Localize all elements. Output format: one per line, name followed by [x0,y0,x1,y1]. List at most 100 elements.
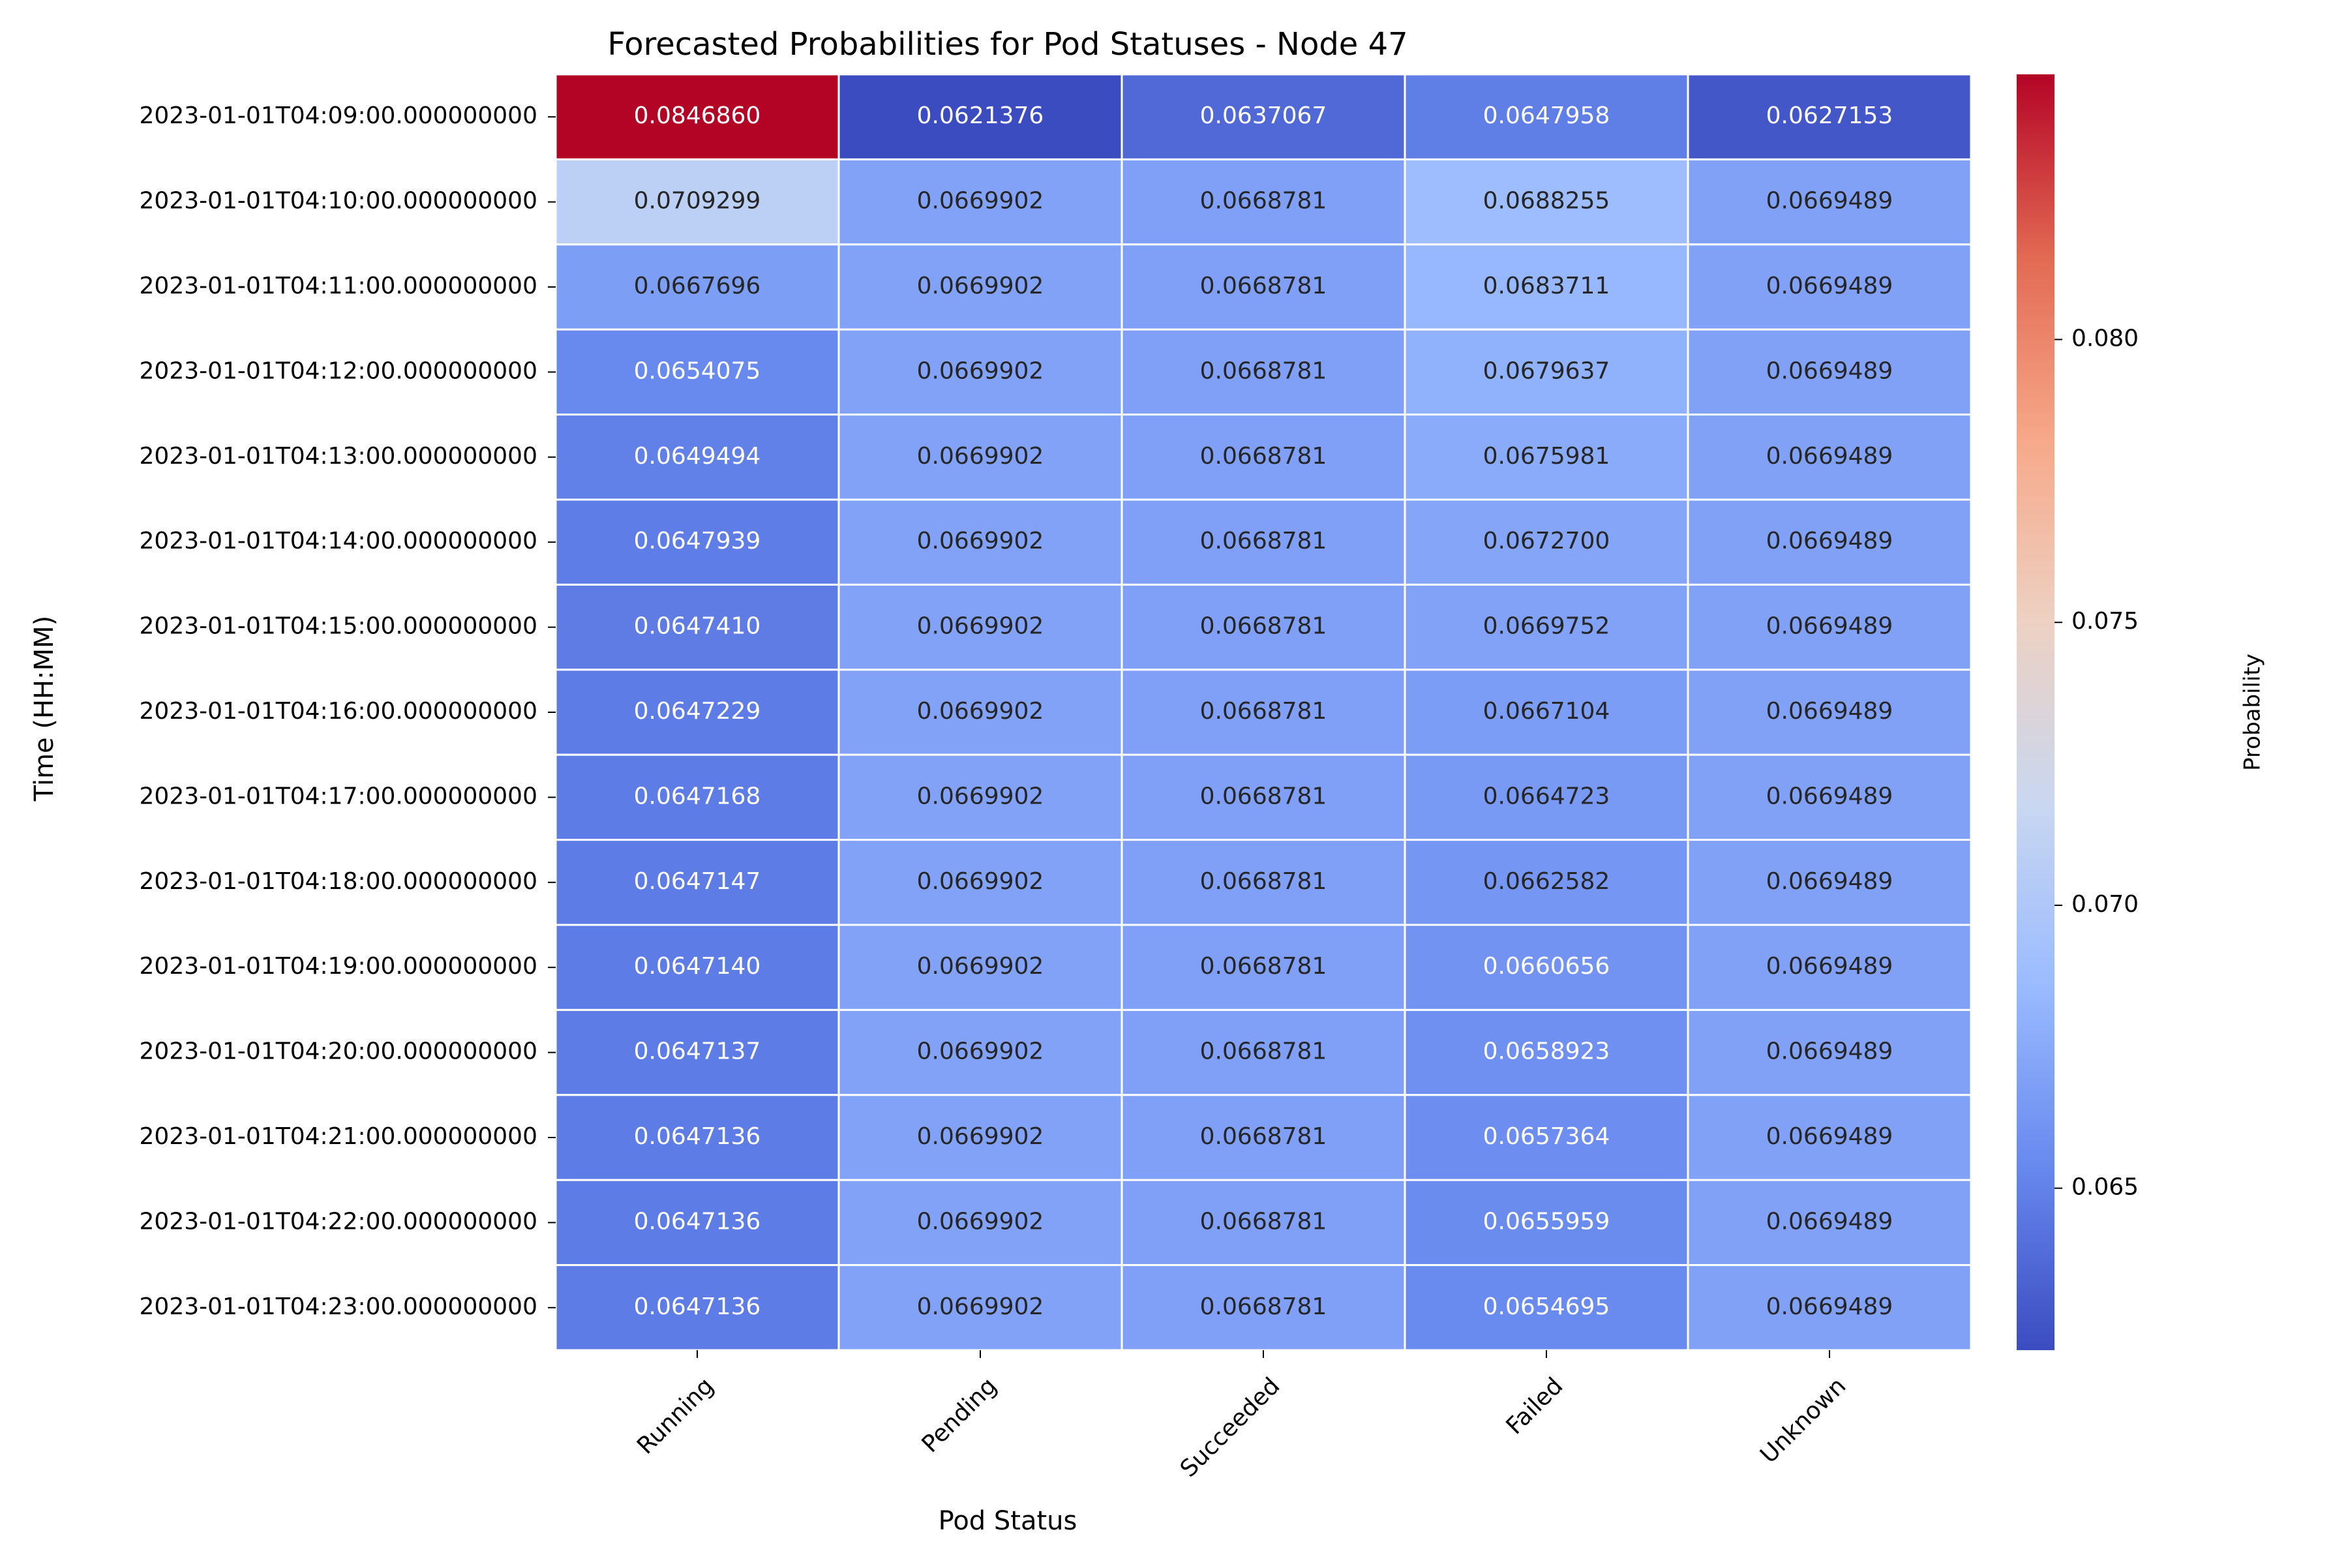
chart-title: Forecasted Probabilities for Pod Statuse… [607,26,1407,63]
cell-value-label: 0.0688255 [1483,188,1610,215]
cell-value-label: 0.0647958 [1483,102,1610,129]
cell-value-label: 0.0668781 [1200,1293,1327,1320]
heatmap-cell [837,753,1123,841]
cell-value-label: 0.0662582 [1483,868,1610,895]
cell-value-label: 0.0669902 [917,528,1044,554]
x-tick-label: Succeeded [1175,1372,1286,1483]
heatmap-cell [1404,1179,1689,1267]
colorbar-label: Probability [2240,654,2266,771]
cell-value-label: 0.0668781 [1200,613,1327,640]
cell-value-label: 0.0669752 [1483,613,1610,640]
cell-value-label: 0.0669902 [917,188,1044,215]
y-tick-label: 2023-01-01T04:15:00.000000000 [140,613,537,640]
heatmap-cell [1687,1264,1972,1351]
heatmap-cell [1121,753,1406,841]
heatmap-cell [1404,669,1689,756]
cell-value-label: 0.0654075 [634,357,761,384]
heatmap-cell [1121,498,1406,586]
cell-value-label: 0.0647137 [634,1038,761,1065]
cell-value-label: 0.0675981 [1483,443,1610,470]
colorbar-tick-label: 0.080 [2071,325,2139,352]
heatmap-cell [554,1008,840,1096]
heatmap-cell [1687,498,1972,586]
heatmap-cell [554,158,840,246]
heatmap-cell [1404,1094,1689,1181]
cell-value-label: 0.0668781 [1200,783,1327,809]
x-tick-label: Failed [1501,1372,1569,1440]
heatmap-cell [837,414,1123,501]
cell-value-label: 0.0668781 [1200,953,1327,980]
y-tick-label: 2023-01-01T04:13:00.000000000 [140,443,537,470]
cell-value-label: 0.0621376 [917,102,1044,129]
cell-value-label: 0.0669489 [1766,273,1893,299]
heatmap-cell [1121,158,1406,246]
cell-value-label: 0.0669902 [917,357,1044,384]
cell-value-label: 0.0669902 [917,868,1044,895]
heatmap-cell [837,1179,1123,1267]
heatmap-cell [1121,73,1406,160]
y-tick-label: 2023-01-01T04:21:00.000000000 [140,1123,537,1150]
colorbar-tick-label: 0.065 [2071,1174,2139,1201]
x-tick-label: Pending [917,1372,1002,1458]
cell-value-label: 0.0669489 [1766,953,1893,980]
cell-value-label: 0.0647147 [634,868,761,895]
heatmap-cell [1404,839,1689,926]
cell-value-label: 0.0669489 [1766,613,1893,640]
cell-value-label: 0.0669489 [1766,1038,1893,1065]
heatmap-cell [1404,328,1689,416]
heatmap-cell [1687,924,1972,1011]
cell-value-label: 0.0668781 [1200,1123,1327,1150]
cell-value-label: 0.0669902 [917,273,1044,299]
cell-value-label: 0.0667696 [634,273,761,299]
heatmap-cell [1687,328,1972,416]
cell-value-label: 0.0669902 [917,1123,1044,1150]
y-tick-label: 2023-01-01T04:14:00.000000000 [140,528,537,554]
y-tick-labels: 2023-01-01T04:09:00.000000000 2023-01-01T… [140,102,556,1320]
cell-value-label: 0.0669902 [917,1293,1044,1320]
x-axis-label: Pod Status [939,1506,1077,1536]
x-tick-labels: Running Pending Succeeded Failed Unknown [632,1350,1851,1483]
heatmap-cell [837,243,1123,331]
heatmap-cell [554,1179,840,1267]
cell-value-label: 0.0649494 [634,443,761,470]
heatmap-cell [554,839,840,926]
y-tick-label: 2023-01-01T04:12:00.000000000 [140,357,537,384]
cell-value-label: 0.0660656 [1483,953,1610,980]
heatmap-cell-labels: 0.0846860 0.0621376 0.0637067 0.0647958 0.06… [634,102,1893,1320]
cell-value-label: 0.0668781 [1200,188,1327,215]
heatmap-cell [554,669,840,756]
heatmap-cell [554,1094,840,1181]
heatmap-cell [1687,669,1972,756]
heatmap-cell [1121,328,1406,416]
cell-value-label: 0.0668781 [1200,1038,1327,1065]
heatmap-cell [1404,498,1689,586]
cell-value-label: 0.0672700 [1483,528,1610,554]
cell-value-label: 0.0647229 [634,698,761,725]
cell-value-label: 0.0669902 [917,1208,1044,1235]
heatmap-cell [837,669,1123,756]
heatmap-cell [1404,1264,1689,1351]
y-tick-label: 2023-01-01T04:10:00.000000000 [140,188,537,215]
cell-value-label: 0.0658923 [1483,1038,1610,1065]
cell-value-label: 0.0637067 [1200,102,1327,129]
heatmap-cell [1121,924,1406,1011]
cell-value-label: 0.0669489 [1766,1293,1893,1320]
heatmap-cell [1404,243,1689,331]
heatmap-cell [1121,669,1406,756]
cell-value-label: 0.0647136 [634,1123,761,1150]
cell-value-label: 0.0669902 [917,698,1044,725]
cell-value-label: 0.0664723 [1483,783,1610,809]
cell-value-label: 0.0669902 [917,953,1044,980]
cell-value-label: 0.0669902 [917,443,1044,470]
heatmap-cell [837,73,1123,160]
heatmap-cell [554,924,840,1011]
cell-value-label: 0.0668781 [1200,528,1327,554]
cell-value-label: 0.0669489 [1766,357,1893,384]
cell-value-label: 0.0654695 [1483,1293,1610,1320]
cell-value-label: 0.0668781 [1200,357,1327,384]
cell-value-label: 0.0669489 [1766,188,1893,215]
colorbar-ticks: 0.065 0.070 0.075 0.080 [2054,325,2139,1201]
cell-value-label: 0.0667104 [1483,698,1610,725]
colorbar-tick-label: 0.075 [2071,608,2139,635]
